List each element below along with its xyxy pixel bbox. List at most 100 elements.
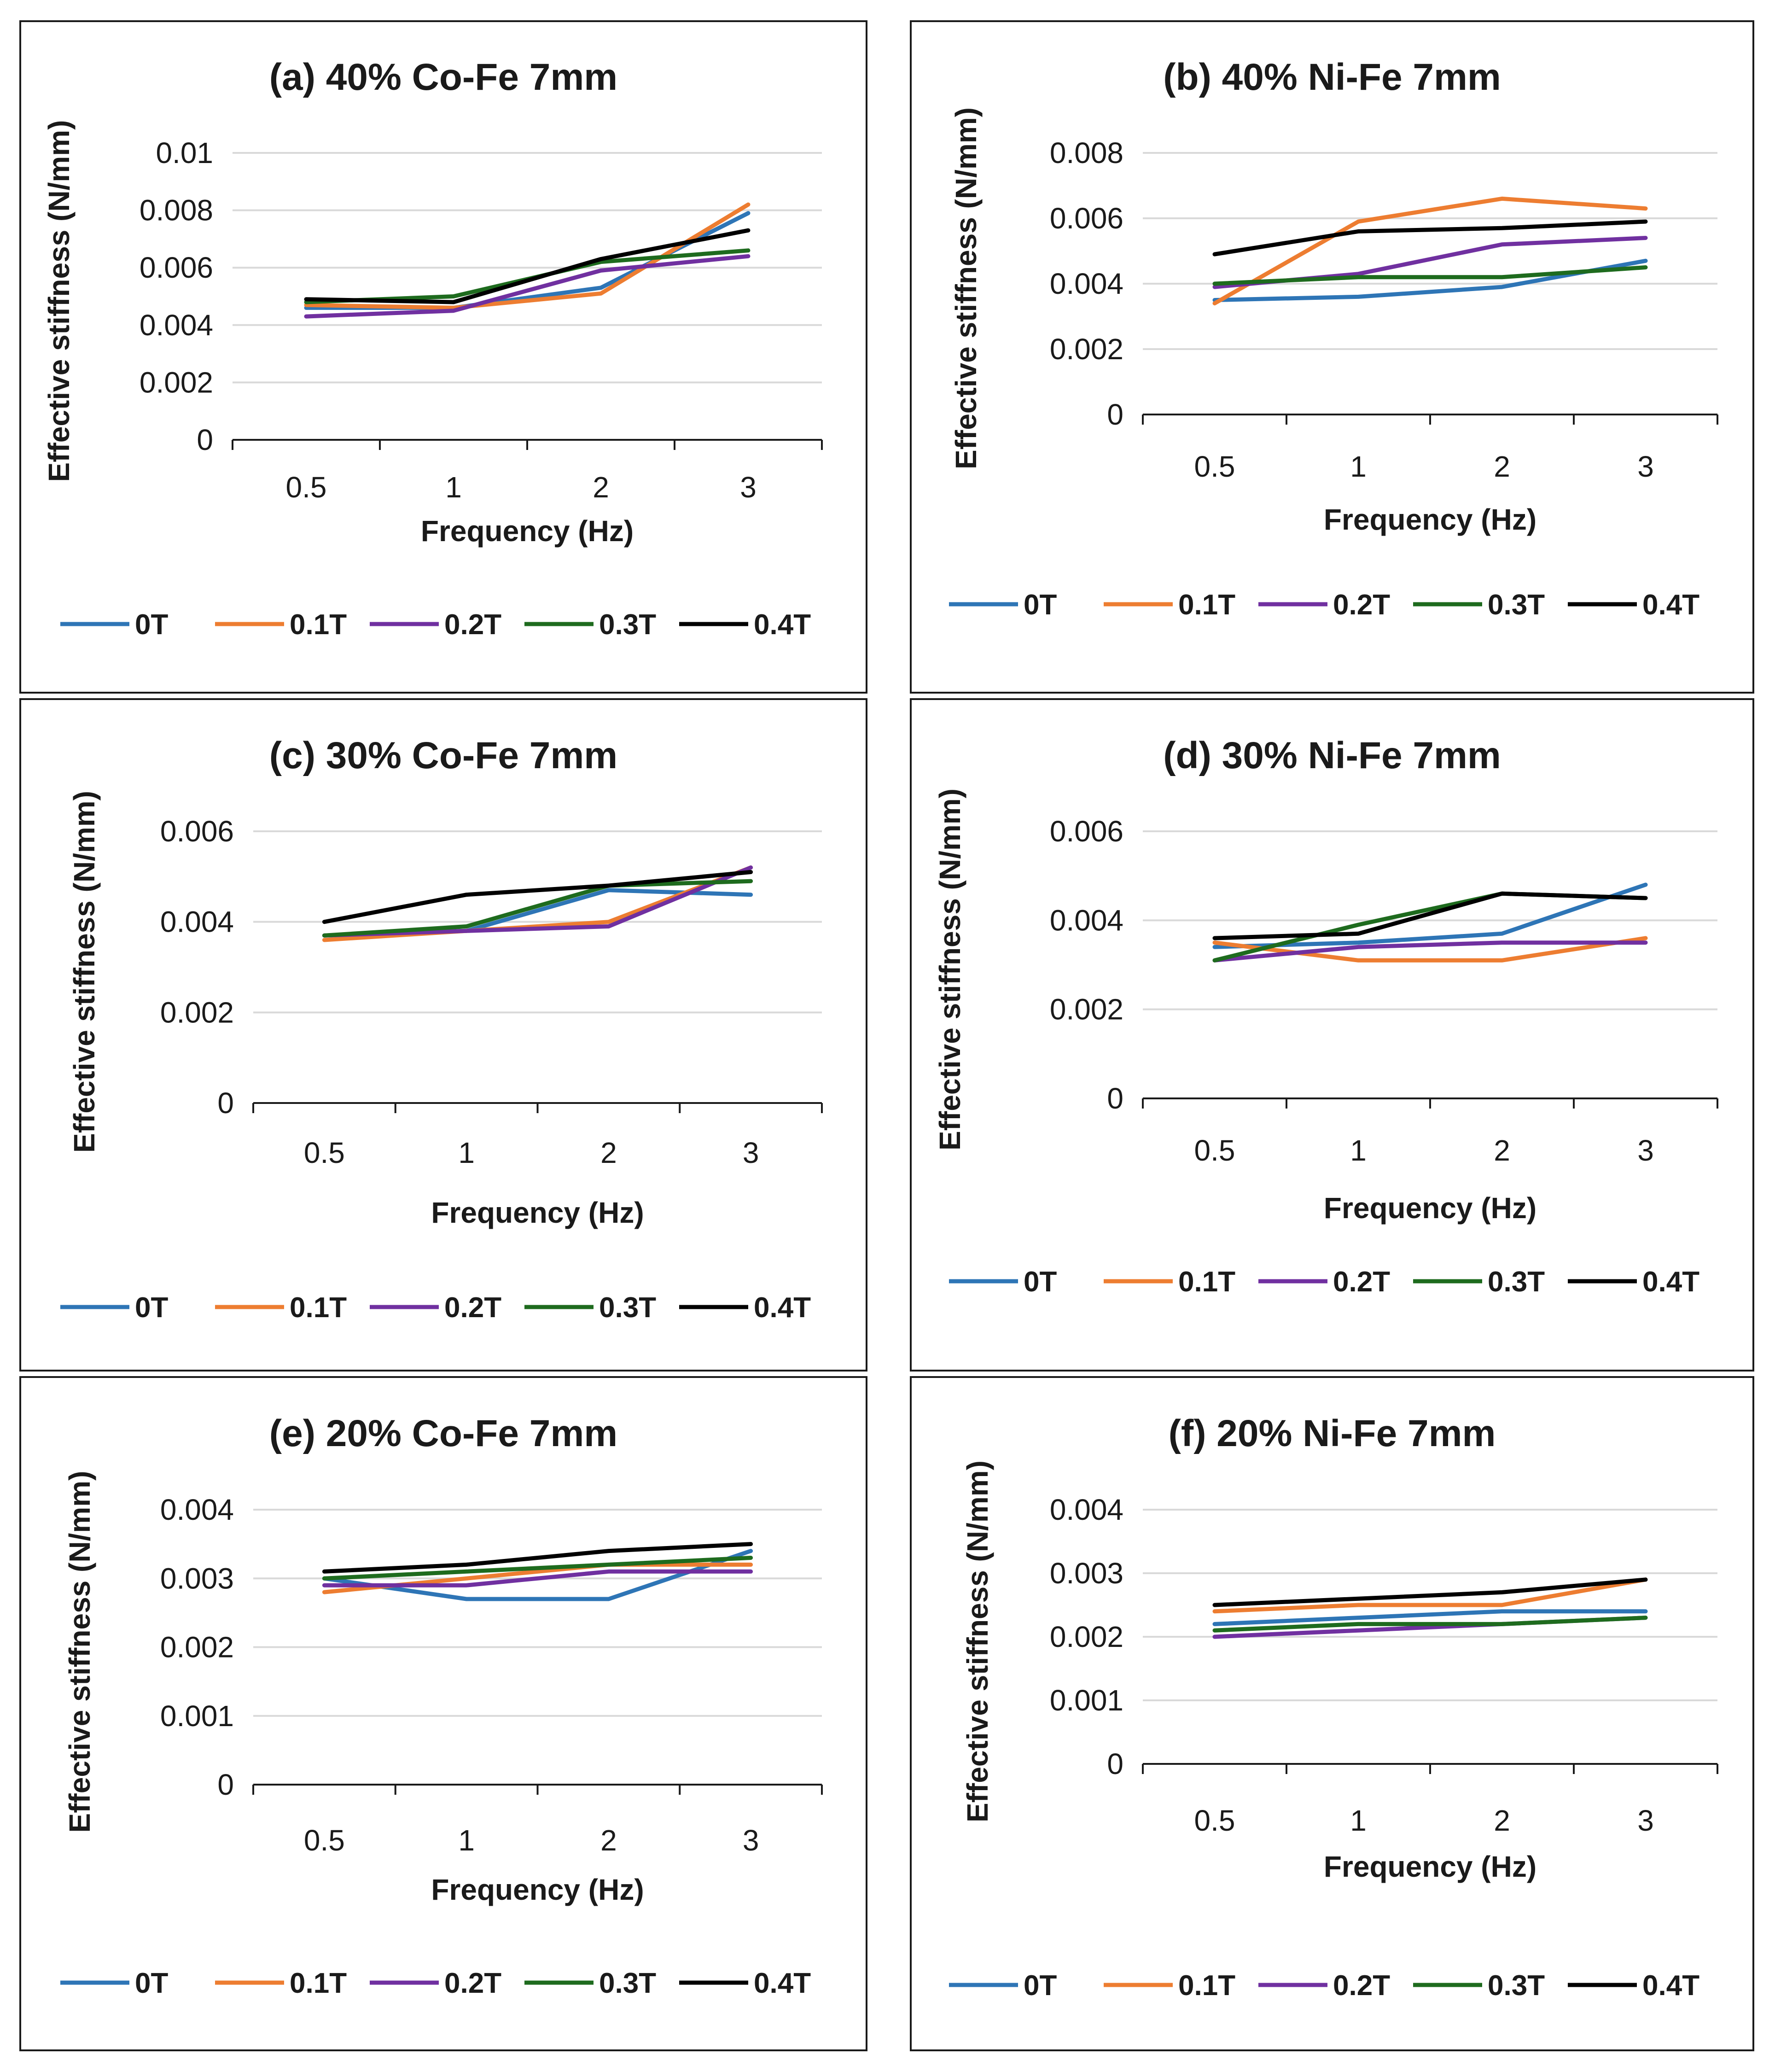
x-tick-label: 0.5 xyxy=(1194,1134,1235,1167)
y-tick-label: 0.003 xyxy=(160,1562,234,1595)
y-tick-label: 0.008 xyxy=(1050,136,1123,169)
x-tick-label: 2 xyxy=(1494,450,1510,483)
chart-title: (d) 30% Ni-Fe 7mm xyxy=(1163,735,1501,776)
x-tick-label: 0.5 xyxy=(1194,450,1235,483)
series-line-0.1T xyxy=(1212,936,1648,963)
series-line-0T xyxy=(1212,882,1648,949)
x-tick-label: 2 xyxy=(1494,1804,1510,1837)
chart-panel-0: 0 0.002 0.004 0.006 0.008 0.01 0.5 1 2 3 (a) 40% C… xyxy=(19,20,867,694)
series-line-0.2T xyxy=(304,254,751,319)
legend-label: 0.2T xyxy=(1333,1266,1390,1298)
chart-title: (a) 40% Co-Fe 7mm xyxy=(269,56,617,98)
series-line-0.1T xyxy=(1212,196,1648,306)
panel-frame xyxy=(910,1376,1754,2051)
series-line-0.1T xyxy=(322,865,753,942)
y-tick-label: 0.006 xyxy=(140,251,213,284)
y-tick-label: 0 xyxy=(197,423,213,456)
x-axis-label: Frequency (Hz) xyxy=(431,1873,644,1906)
x-tick-label: 0.5 xyxy=(286,471,327,504)
x-tick-label: 2 xyxy=(600,1824,617,1857)
legend-label: 0T xyxy=(135,1967,168,1999)
legend-label: 0.2T xyxy=(1333,589,1390,621)
y-axis-label: Effective stiffness (N/mm) xyxy=(42,120,76,482)
x-tick-label: 3 xyxy=(1637,1804,1654,1837)
series-line-0.4T xyxy=(322,870,753,924)
series-line-0.3T xyxy=(322,1556,753,1581)
series-line-0.3T xyxy=(1212,1616,1648,1633)
legend-label: 0T xyxy=(135,1292,168,1324)
y-tick-label: 0.001 xyxy=(160,1699,234,1733)
series-line-0.3T xyxy=(1212,265,1648,286)
chart-title: (e) 20% Co-Fe 7mm xyxy=(269,1412,617,1454)
y-tick-label: 0 xyxy=(217,1768,234,1801)
legend-label: 0.4T xyxy=(754,1967,811,1999)
x-axis-label: Frequency (Hz) xyxy=(421,514,634,548)
x-tick-label: 3 xyxy=(740,471,757,504)
panel-frame xyxy=(910,20,1754,694)
x-tick-label: 1 xyxy=(1350,1134,1367,1167)
chart-panel-4: 0 0.001 0.002 0.003 0.004 0.5 1 2 3 (e) 20% Co-Fe… xyxy=(19,1376,867,2051)
y-tick-label: 0.004 xyxy=(1050,904,1123,937)
x-tick-label: 2 xyxy=(1494,1134,1510,1167)
legend-label: 0.1T xyxy=(1178,1970,1235,2002)
chart-panel-3: 0 0.002 0.004 0.006 0.5 1 2 3 (d) 30% Ni-Fe 7mm F… xyxy=(910,698,1754,1372)
y-tick-label: 0.006 xyxy=(160,815,234,848)
y-tick-label: 0.01 xyxy=(156,136,213,169)
x-axis-label: Frequency (Hz) xyxy=(1324,503,1536,536)
legend-label: 0T xyxy=(1024,1970,1057,2002)
legend-label: 0.1T xyxy=(290,609,347,641)
legend: 0T 0.1T 0.2T 0.3T 0.4T xyxy=(60,1967,811,1999)
legend-label: 0.4T xyxy=(1642,1970,1699,2002)
y-tick-label: 0.003 xyxy=(1050,1557,1123,1590)
y-tick-label: 0.004 xyxy=(1050,1493,1123,1526)
x-tick-label: 0.5 xyxy=(304,1136,345,1169)
legend-label: 0.3T xyxy=(599,1292,656,1324)
y-tick-label: 0 xyxy=(1107,1747,1123,1780)
series-line-0.1T xyxy=(1212,1577,1648,1614)
y-tick-label: 0.002 xyxy=(1050,1620,1123,1653)
y-tick-label: 0.002 xyxy=(1050,333,1123,366)
legend-label: 0T xyxy=(1024,589,1057,621)
panel-frame xyxy=(19,20,867,694)
panel-frame xyxy=(19,698,867,1372)
chart-panel-1: 0 0.002 0.004 0.006 0.008 0.5 1 2 3 (b) 40% Ni-Fe… xyxy=(910,20,1754,694)
legend: 0T 0.1T 0.2T 0.3T 0.4T xyxy=(949,1266,1699,1298)
series-line-0.3T xyxy=(322,879,753,938)
series-line-0T xyxy=(1212,1609,1648,1626)
series-line-0.4T xyxy=(1212,1577,1648,1607)
y-tick-label: 0.001 xyxy=(1050,1684,1123,1717)
x-tick-label: 3 xyxy=(1637,1134,1654,1167)
y-tick-label: 0.002 xyxy=(160,1631,234,1664)
x-tick-label: 0.5 xyxy=(304,1824,345,1857)
x-tick-label: 1 xyxy=(1350,450,1367,483)
x-tick-label: 3 xyxy=(1637,450,1654,483)
series-line-0.2T xyxy=(1212,940,1648,963)
series-line-0.1T xyxy=(304,202,751,310)
series-line-0T xyxy=(322,1549,753,1601)
chart-panel-5: 0 0.001 0.002 0.003 0.004 0.5 1 2 3 (f) 20% Ni-Fe… xyxy=(910,1376,1754,2051)
series-line-0.4T xyxy=(322,1542,753,1574)
y-tick-label: 0.006 xyxy=(1050,202,1123,235)
chart-panel-2: 0 0.002 0.004 0.006 0.5 1 2 3 (c) 30% Co-Fe 7mm F… xyxy=(19,698,867,1372)
series-line-0.2T xyxy=(322,1569,753,1588)
legend-label: 0.3T xyxy=(1488,589,1545,621)
x-tick-label: 3 xyxy=(743,1136,759,1169)
legend-label: 0.4T xyxy=(1642,1266,1699,1298)
y-tick-label: 0 xyxy=(217,1086,234,1120)
legend-label: 0.1T xyxy=(1178,589,1235,621)
legend-label: 0.3T xyxy=(1488,1266,1545,1298)
x-axis-label: Frequency (Hz) xyxy=(1324,1191,1536,1225)
panel-frame xyxy=(19,1376,867,2051)
legend-label: 0.1T xyxy=(290,1967,347,1999)
x-axis-label: Frequency (Hz) xyxy=(431,1196,644,1229)
y-axis-label: Effective stiffness (N/mm) xyxy=(933,788,966,1150)
chart-title: (b) 40% Ni-Fe 7mm xyxy=(1163,56,1501,98)
x-tick-label: 1 xyxy=(458,1136,475,1169)
y-tick-label: 0 xyxy=(1107,398,1123,431)
x-tick-label: 1 xyxy=(1350,1804,1367,1837)
legend-label: 0.4T xyxy=(1642,589,1699,621)
x-tick-label: 2 xyxy=(593,471,609,504)
legend-label: 0.2T xyxy=(444,1292,501,1324)
legend: 0T 0.1T 0.2T 0.3T 0.4T xyxy=(949,1970,1699,2002)
